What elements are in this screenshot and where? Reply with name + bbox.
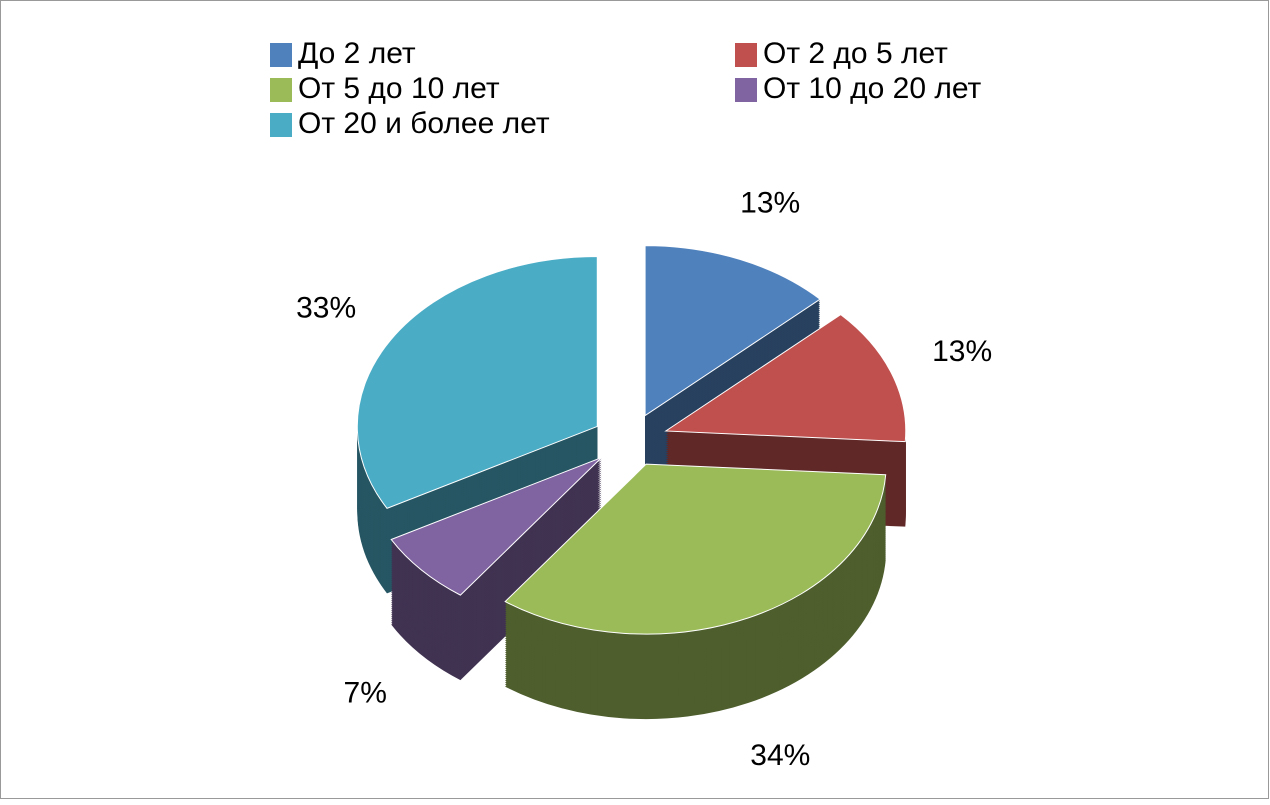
legend-swatch: [270, 113, 292, 137]
slice: [390, 457, 602, 596]
data-label: 33%: [296, 291, 356, 324]
slice: [664, 314, 907, 443]
legend-label: От 5 до 10 лет: [298, 72, 500, 105]
legend-label: До 2 лет: [298, 37, 416, 70]
legend-label: От 2 до 5 лет: [763, 37, 948, 70]
legend-swatch: [270, 43, 292, 67]
slice: [644, 245, 821, 417]
legend-label: От 20 и более лет: [298, 107, 550, 140]
slice: [504, 463, 887, 635]
data-label: 7%: [344, 677, 387, 710]
data-label: 13%: [932, 335, 992, 368]
legend-swatch: [735, 78, 757, 102]
legend-label: От 10 до 20 лет: [763, 72, 982, 105]
data-label: 13%: [740, 186, 800, 219]
data-label: 34%: [750, 739, 810, 772]
legend-swatch: [270, 78, 292, 102]
legend-swatch: [735, 43, 757, 67]
slice: [356, 255, 598, 509]
